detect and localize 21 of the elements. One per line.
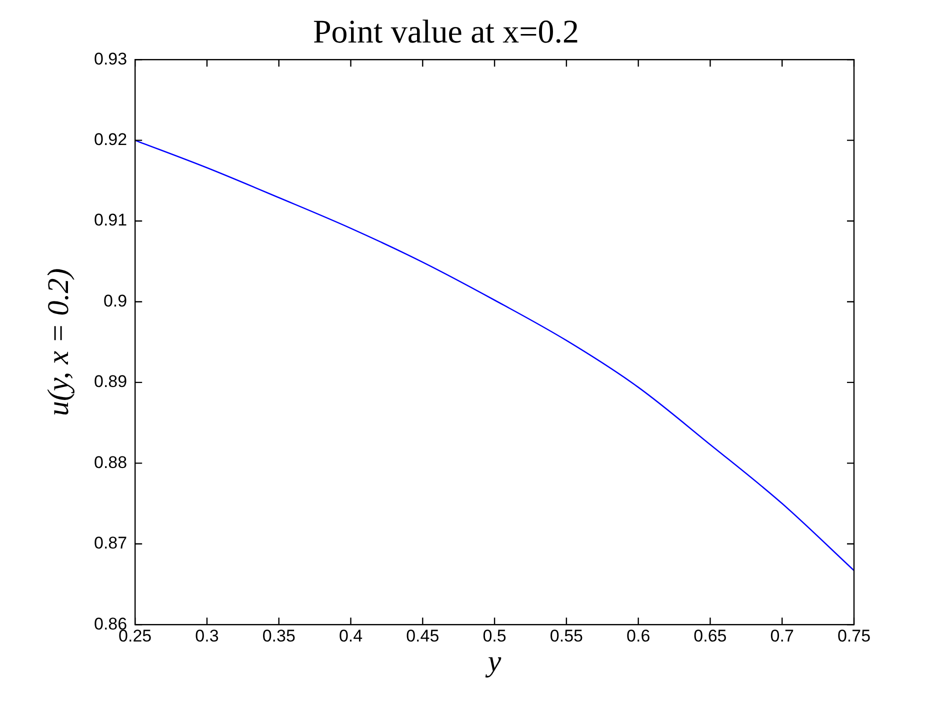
x-tick-label: 0.75	[837, 626, 871, 646]
y-axis-title: u(y, x = 0.2)	[42, 268, 75, 416]
x-tick-label: 0.65	[694, 626, 727, 646]
chart-title: Point value at x=0.2	[312, 14, 580, 50]
x-tick-label: 0.5	[482, 626, 506, 646]
x-tick-label: 0.35	[262, 626, 296, 646]
y-tick-label: 0.9	[103, 291, 128, 310]
y-tick-label: 0.89	[94, 372, 128, 392]
y-tick-label: 0.87	[94, 534, 128, 553]
x-tick-label: 0.45	[406, 626, 440, 646]
x-tick-label: 0.3	[195, 626, 219, 646]
x-tick-label: 0.6	[626, 626, 650, 646]
y-tick-label: 0.92	[94, 130, 128, 149]
y-tick-label: 0.91	[94, 210, 128, 230]
line-series	[135, 140, 854, 572]
x-tick-label: 0.4	[338, 626, 363, 646]
y-tick-label: 0.93	[94, 49, 128, 68]
y-tick-label: 0.88	[94, 452, 128, 472]
x-tick-label: 0.55	[550, 626, 583, 646]
x-tick-label: 0.7	[770, 626, 794, 646]
x-axis-title: y	[484, 644, 502, 678]
